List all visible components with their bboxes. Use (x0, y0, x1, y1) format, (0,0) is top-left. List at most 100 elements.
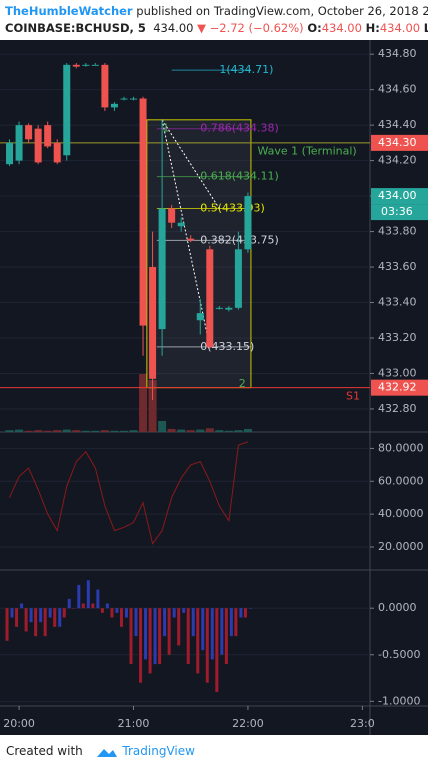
x-tick-label: 20:00 (3, 717, 35, 730)
histogram-bar (10, 608, 14, 618)
header-line: TheHumbleWatcher published on TradingVie… (5, 3, 428, 20)
histogram-bar (172, 608, 176, 618)
fib-label: 0.5(433.93) (200, 202, 265, 215)
candle-body (63, 64, 71, 156)
candle-body (72, 64, 80, 67)
histogram-bar (177, 608, 181, 646)
candle-body (225, 307, 233, 310)
header: TheHumbleWatcher published on TradingVie… (0, 0, 428, 40)
countdown: 03:36 (381, 205, 413, 218)
histogram-bar (139, 608, 143, 683)
histogram-bar (201, 608, 205, 651)
created-with: Created with (6, 744, 83, 758)
candle-body (139, 98, 147, 326)
y-tick-label: 60.0000 (378, 474, 424, 487)
histogram-bar (205, 608, 209, 683)
annotation: 2 (239, 377, 246, 390)
y-tick-label: 40.0000 (378, 507, 424, 520)
symbol: COINBASE:BCHUSD, 5 (5, 21, 146, 35)
wave-line (161, 119, 211, 347)
histogram-bar (229, 608, 233, 637)
candle-body (53, 142, 61, 163)
histogram-bar (72, 608, 76, 609)
histogram-bar (191, 608, 195, 637)
histogram-bar (215, 608, 219, 693)
candle-body (6, 142, 14, 165)
y-tick-label: -1.0000 (378, 694, 420, 707)
price-label-bg (371, 134, 428, 151)
histogram-bar (81, 603, 85, 609)
histogram-bar (148, 608, 152, 674)
histogram-bar (134, 608, 138, 637)
volume-bar (177, 429, 186, 432)
histogram-bar (158, 608, 162, 665)
l-label: L: (423, 21, 428, 35)
volume-bar (24, 430, 33, 432)
h: 434.00 (379, 21, 421, 35)
volume-bar (148, 380, 157, 432)
y-tick-label: 433.40 (378, 296, 417, 309)
histogram-bar (196, 608, 200, 674)
histogram-bar (96, 589, 100, 609)
histogram-bar (167, 608, 171, 655)
volume-bar (129, 430, 138, 432)
candle-body (130, 98, 138, 100)
candle-body (158, 208, 166, 330)
candle-body (44, 125, 52, 147)
o-label: O: (307, 21, 322, 35)
volume-bar (234, 430, 243, 432)
histogram-bar (110, 608, 114, 618)
y-tick-label: 433.80 (378, 225, 417, 238)
y-tick-label: 433.20 (378, 331, 417, 344)
candle-body (101, 64, 109, 108)
volume-bar (53, 430, 62, 432)
candle-body (34, 128, 42, 163)
histogram-bar (119, 608, 123, 627)
histogram-bar (77, 584, 81, 609)
y-tick-label: 433.60 (378, 260, 417, 273)
brand[interactable]: TradingView (122, 744, 195, 758)
volume-bar (81, 430, 90, 432)
histogram-bar (62, 608, 66, 618)
price-label: 434.30 (378, 136, 417, 149)
histogram-bar (100, 608, 104, 613)
y-tick-label: 434.40 (378, 118, 417, 131)
histogram-bar (34, 608, 38, 637)
fib-label: 0.618(434.11) (200, 170, 279, 183)
volume-bar (205, 428, 214, 432)
histogram-bar (58, 608, 62, 627)
rsi-line (9, 441, 249, 545)
volume-bar (186, 430, 195, 432)
histogram-bar (86, 580, 90, 609)
histogram-bar (53, 608, 57, 627)
volume-bar (72, 430, 81, 432)
histogram-bar (15, 608, 19, 627)
volume-bar (158, 421, 167, 432)
price-label: 434.00 (378, 189, 417, 202)
y-tick-label: 20.0000 (378, 540, 424, 553)
wave-line (161, 119, 220, 209)
volume-bar (110, 430, 119, 432)
candle-body (91, 64, 99, 66)
h-label: H: (365, 21, 380, 35)
histogram-bar (24, 608, 28, 632)
author[interactable]: TheHumbleWatcher (5, 4, 133, 18)
histogram-bar (220, 608, 224, 655)
histogram-bar (124, 608, 128, 618)
fib-label: 0.786(434.38) (200, 122, 279, 135)
annotation: S1 (346, 390, 360, 403)
y-tick-label: -0.5000 (378, 648, 420, 661)
histogram-bar (43, 608, 47, 637)
fib-label: 0(433.15) (200, 340, 254, 353)
volume-bar (119, 430, 128, 432)
histogram-bar (163, 608, 167, 637)
histogram-bar (243, 608, 247, 618)
histogram-bar (115, 608, 119, 613)
histogram-bar (248, 608, 252, 609)
fib-label: 0.382(433.75) (200, 233, 279, 246)
histogram-bar (105, 603, 109, 609)
y-tick-label: 0.0000 (378, 601, 417, 614)
volume-bar (215, 430, 224, 432)
candle-body (82, 64, 90, 66)
histogram-bar (186, 608, 190, 665)
